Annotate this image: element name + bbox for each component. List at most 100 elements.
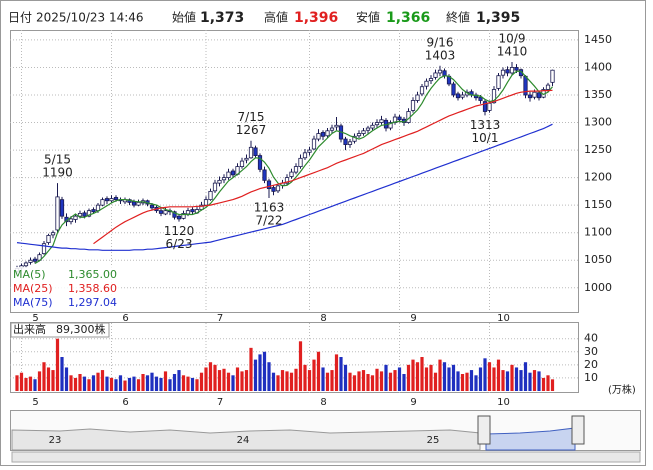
volume-bar [289, 372, 294, 391]
y-tick-label: 1250 [584, 143, 612, 156]
volume-tick-label: 40 [584, 332, 598, 345]
volume-bar [145, 375, 150, 391]
x-tick-label: 7 [217, 397, 223, 408]
volume-bar [267, 362, 271, 391]
candle-body [415, 94, 420, 101]
volume-bar [330, 370, 334, 391]
volume-bar [91, 375, 96, 391]
candle-body [284, 177, 290, 184]
low-label: 安値 [356, 10, 380, 25]
y-tick-label: 1100 [584, 226, 612, 239]
candle-body [545, 84, 551, 90]
x-tick-label: 6 [122, 313, 128, 324]
candle-body [28, 259, 33, 263]
annotation-value: 1313 [470, 118, 501, 132]
navigator-handle-right[interactable] [571, 415, 585, 445]
y-tick-label: 1000 [584, 281, 612, 294]
navigator-scrollbar[interactable] [11, 451, 641, 463]
datetime: 2025/10/23 14:46 [36, 11, 144, 25]
volume-bar [249, 347, 253, 391]
volume-bar [465, 372, 469, 391]
volume-bar [132, 376, 136, 391]
volume-bar [505, 371, 510, 391]
annotation-date: 10/1 [472, 131, 499, 145]
volume-bar [316, 351, 321, 391]
volume-bar [37, 371, 42, 391]
volume-bar [199, 372, 204, 391]
volume-bar [271, 372, 276, 391]
volume-bar [109, 377, 114, 391]
candle-body [163, 210, 168, 215]
navigator-label: 25 [427, 435, 440, 446]
candle-body [451, 83, 456, 96]
volume-bar [474, 375, 478, 391]
candle-body [514, 67, 519, 71]
candle-body [149, 204, 155, 209]
volume-bar [451, 364, 456, 391]
volume-bar [447, 367, 451, 391]
volume-bar [438, 359, 442, 391]
candle-body [505, 69, 510, 74]
volume-bar [325, 372, 330, 391]
volume-bar [492, 367, 496, 391]
legend-value: 1,297.04 [68, 296, 117, 309]
candle-body [172, 211, 177, 218]
volume-bar [343, 364, 348, 391]
volume-bar [546, 375, 550, 391]
volume-bar [136, 379, 141, 391]
candle-body [266, 180, 272, 190]
candle-body [23, 262, 29, 267]
candle-body [113, 197, 119, 201]
volume-bar [298, 341, 303, 391]
volume-bar [280, 370, 285, 391]
candle-body [109, 198, 114, 202]
volume-bar [523, 362, 528, 391]
candle-body [91, 209, 96, 213]
volume-bar [393, 370, 397, 391]
volume-bar [114, 379, 118, 391]
volume-bar [429, 364, 433, 391]
legend-name: MA(25) [13, 282, 53, 295]
volume-bar [64, 367, 69, 391]
candle-body [100, 199, 105, 206]
volume-bar [46, 367, 51, 391]
legend-name: MA(75) [13, 296, 53, 309]
candle-body [527, 94, 533, 99]
x-tick-label: 10 [497, 313, 510, 324]
high-value: 1,396 [294, 10, 338, 26]
volume-bar [496, 359, 501, 391]
volume-bar [312, 359, 316, 391]
volume-bar [433, 372, 438, 391]
volume-bar [190, 377, 195, 391]
volume-bar [127, 377, 132, 391]
candle-body [320, 132, 326, 137]
candle-body [478, 96, 483, 101]
candle-body [487, 102, 492, 111]
date-label: 日付 [8, 11, 32, 25]
annotation-date: 7/15 [238, 110, 265, 124]
candle-body [230, 170, 236, 176]
annotation-value: 1120 [164, 224, 195, 238]
y-tick-label: 1200 [584, 171, 612, 184]
candle-body [190, 209, 195, 213]
volume-tick-label: 10 [584, 371, 598, 384]
candle-body [104, 198, 110, 202]
volume-title: 出来高 [13, 322, 46, 336]
volume-bar [469, 370, 474, 391]
candle-body [77, 213, 83, 217]
navigator-handle-left[interactable] [477, 415, 491, 445]
candle-body [361, 130, 366, 134]
volume-bar [19, 372, 24, 391]
volume-bar [388, 372, 393, 391]
candle-body [275, 185, 281, 192]
candle-body [482, 101, 488, 112]
candle-body [307, 149, 312, 153]
volume-bar [397, 367, 402, 391]
candle-body [73, 215, 78, 220]
volume-bar [181, 375, 186, 391]
volume-bar [541, 377, 546, 391]
volume-bar [226, 372, 231, 391]
candle-body [379, 119, 384, 123]
y-tick-label: 1450 [584, 33, 612, 46]
volume-bar [73, 377, 78, 391]
